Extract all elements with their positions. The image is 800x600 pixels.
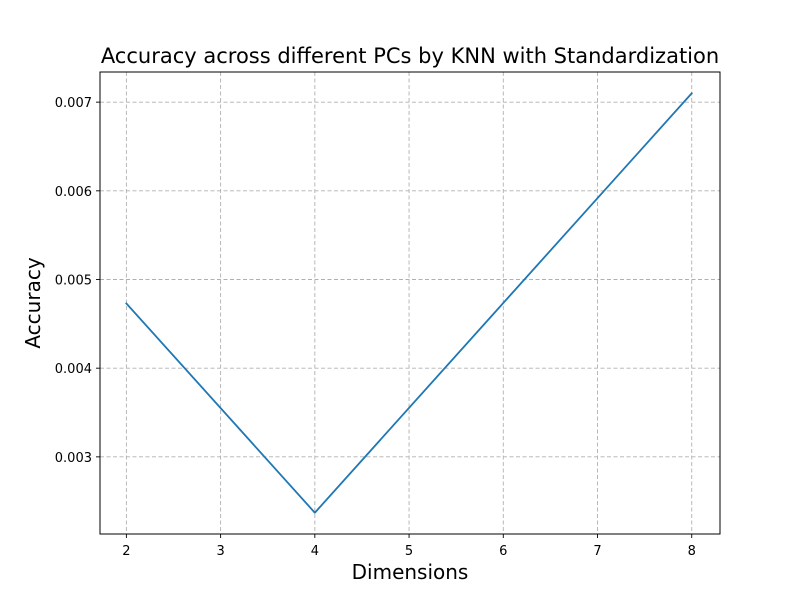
x-tick-label: 6: [499, 544, 507, 559]
x-tick-label: 8: [688, 544, 696, 559]
x-axis-ticks: 2 3 4 5 6 7 8: [122, 534, 696, 559]
y-axis-label: Accuracy: [21, 257, 45, 348]
x-tick-label: 7: [593, 544, 601, 559]
grid: [100, 72, 720, 534]
series-layer: [125, 92, 694, 514]
plot-frame: [99, 71, 721, 535]
x-tick-label: 5: [405, 544, 413, 559]
x-tick-label: 3: [216, 544, 224, 559]
y-axis-ticks: 0.003 0.004 0.005 0.006 0.007: [55, 96, 100, 466]
chart-title: Accuracy across different PCs by KNN wit…: [101, 44, 719, 68]
y-tick-label: 0.005: [55, 274, 92, 289]
y-tick-label: 0.006: [55, 185, 92, 200]
y-tick-label: 0.003: [55, 451, 92, 466]
accuracy-series-line: [125, 92, 694, 514]
y-tick-label: 0.004: [55, 362, 92, 377]
y-tick-label: 0.007: [55, 96, 92, 111]
x-tick-label: 2: [122, 544, 130, 559]
x-tick-label: 4: [311, 544, 319, 559]
x-axis-label: Dimensions: [352, 560, 469, 584]
